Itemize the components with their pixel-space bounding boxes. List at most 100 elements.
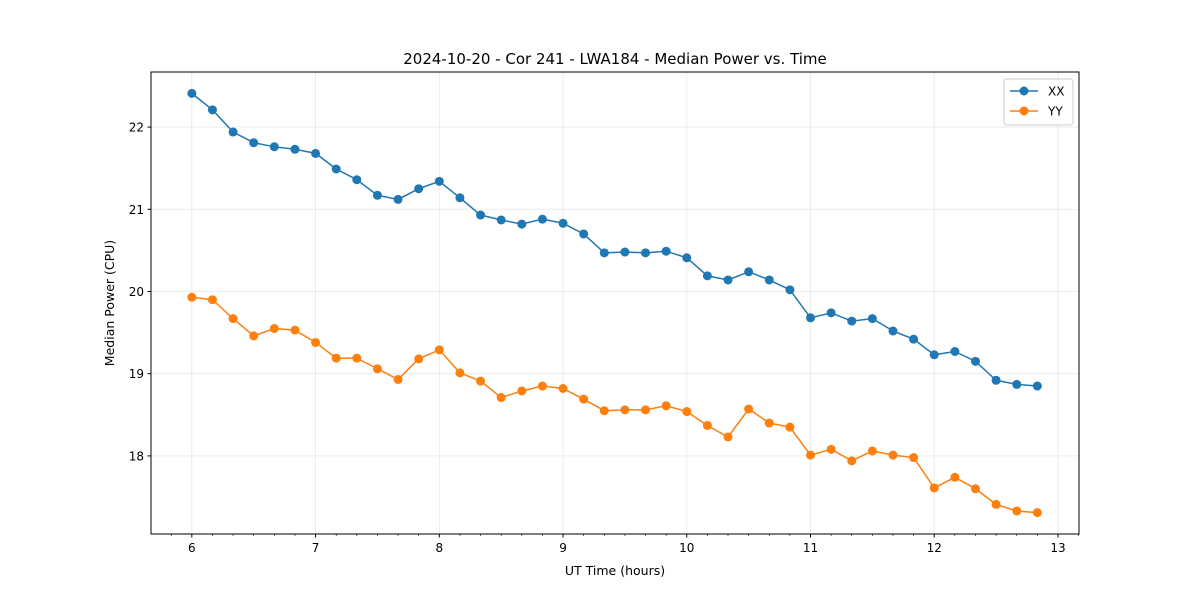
data-point-xx [847,316,857,326]
data-point-yy [641,405,651,415]
data-point-yy [455,368,465,378]
data-point-xx [702,271,712,281]
x-tick-label: 9 [559,541,567,555]
data-point-xx [496,215,506,225]
data-point-xx [826,308,836,318]
data-point-xx [207,105,217,115]
data-point-xx [991,375,1001,385]
data-point-xx [620,247,630,257]
data-point-yy [970,484,980,494]
y-tick-label: 21 [129,203,144,217]
x-tick-label: 13 [1050,541,1065,555]
data-point-yy [558,383,568,393]
plot-frame [150,71,1080,535]
legend: XX YY [1003,78,1074,126]
data-point-xx [785,285,795,295]
data-point-xx [331,164,341,174]
x-tick-label: 10 [679,541,694,555]
data-point-yy [414,354,424,364]
data-point-xx [290,144,300,154]
x-axis-label: UT Time (hours) [565,563,665,578]
data-point-xx [929,350,939,360]
series-group [187,88,1042,518]
x-tick-label: 12 [927,541,942,555]
data-point-xx [764,275,774,285]
data-point-yy [290,325,300,335]
data-point-xx [950,347,960,357]
data-point-yy [579,394,589,404]
data-point-yy [517,386,527,396]
legend-label-yy: YY [1047,105,1063,119]
data-point-xx [723,275,733,285]
data-point-xx [661,246,671,256]
data-point-yy [806,450,816,460]
data-point-xx [970,356,980,366]
data-point-yy [620,405,630,415]
grid [151,72,1079,534]
data-point-yy [352,353,362,363]
data-point-yy [331,353,341,363]
data-point-yy [372,364,382,374]
data-point-yy [991,499,1001,509]
data-point-xx [1032,381,1042,391]
data-point-yy [702,420,712,430]
data-point-xx [517,219,527,229]
data-point-xx [372,190,382,200]
data-point-yy [744,404,754,414]
data-point-yy [249,331,259,341]
data-point-yy [785,422,795,432]
data-point-xx [269,142,279,152]
data-point-yy [476,376,486,386]
data-point-xx [311,148,321,158]
data-point-xx [641,248,651,258]
data-point-xx [579,229,589,239]
data-point-yy [682,407,692,417]
data-point-xx [187,88,197,98]
data-point-yy [311,337,321,347]
data-point-xx [476,210,486,220]
data-point-xx [228,127,238,137]
data-point-yy [496,393,506,403]
data-point-yy [187,292,197,302]
data-point-yy [950,472,960,482]
x-tick-label: 11 [803,541,818,555]
data-point-xx [393,194,403,204]
data-point-xx [909,334,919,344]
data-point-yy [1012,506,1022,516]
data-point-xx [558,218,568,228]
data-point-yy [764,418,774,428]
data-point-xx [1012,379,1022,389]
data-point-xx [806,313,816,323]
data-point-yy [661,401,671,411]
data-point-xx [414,184,424,194]
data-point-xx [682,253,692,263]
legend-marker-yy [1019,106,1029,116]
data-point-xx [455,193,465,203]
y-tick-label: 18 [129,449,144,463]
data-point-yy [888,450,898,460]
data-point-yy [1032,508,1042,518]
data-point-yy [826,444,836,454]
legend-marker-xx [1019,86,1029,96]
data-point-yy [847,456,857,466]
data-point-yy [909,453,919,463]
data-point-xx [434,176,444,186]
data-point-yy [537,381,547,391]
chart-title: 2024-10-20 - Cor 241 - LWA184 - Median P… [403,50,827,68]
data-point-yy [228,314,238,324]
x-tick-label: 8 [435,541,443,555]
data-point-yy [599,406,609,416]
data-point-xx [599,248,609,258]
legend-label-xx: XX [1048,85,1064,99]
data-point-yy [393,374,403,384]
data-point-xx [888,326,898,336]
data-point-yy [929,483,939,493]
data-point-xx [744,267,754,277]
ticks: 6 7 8 9 10 11 12 13 18 19 20 21 22 [129,121,1079,555]
y-tick-label: 20 [129,285,144,299]
y-tick-label: 22 [129,121,144,135]
data-point-xx [249,138,259,148]
x-tick-label: 7 [312,541,320,555]
data-point-xx [537,214,547,224]
data-point-yy [207,295,217,305]
